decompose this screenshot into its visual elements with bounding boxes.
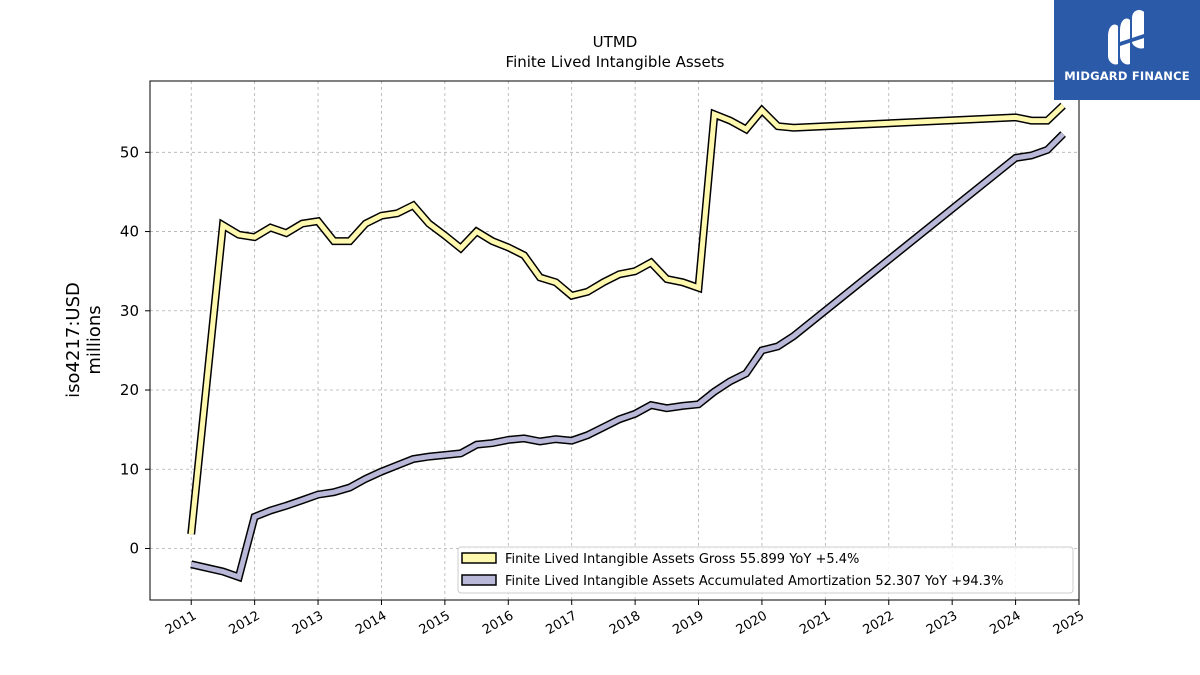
brand-name: MIDGARD FINANCE xyxy=(1064,69,1190,83)
brand-logo: MIDGARD FINANCE xyxy=(1054,0,1200,100)
gridlines xyxy=(150,81,1080,600)
series-lines xyxy=(187,102,1066,583)
series-1-line xyxy=(190,132,1065,581)
legend-label-0: Finite Lived Intangible Assets Gross 55.… xyxy=(505,552,859,567)
midgard-logo-icon xyxy=(1108,10,1144,65)
plot-frame xyxy=(149,80,1080,601)
x-axis-ticks: 2011 2012 2013 2014 2015 2016 2017 2018 2019 2020… xyxy=(163,600,1087,638)
x-tick-label: 2011 xyxy=(163,608,199,638)
x-tick-label: 2019 xyxy=(670,608,706,638)
legend-box xyxy=(457,546,1074,594)
legend-label-1: Finite Lived Intangible Assets Accumulat… xyxy=(505,574,1003,589)
y-tick-label: 20 xyxy=(120,381,139,399)
x-tick-label: 2016 xyxy=(480,608,516,638)
legend-swatch-0 xyxy=(461,552,497,564)
x-tick-label: 2023 xyxy=(924,608,960,638)
y-tick-label: 0 xyxy=(129,539,139,557)
x-tick-label: 2013 xyxy=(290,608,326,638)
x-tick-label: 2012 xyxy=(226,608,262,638)
y-tick-label: 10 xyxy=(120,460,139,478)
series-0-line xyxy=(188,103,1065,535)
x-tick-label: 2017 xyxy=(544,608,580,638)
y-axis-label: iso4217:USDmillions xyxy=(63,282,105,398)
chart-title: UTMD xyxy=(593,33,638,51)
x-tick-label: 2021 xyxy=(797,608,833,638)
x-tick-label: 2025 xyxy=(1051,608,1087,638)
x-tick-label: 2024 xyxy=(987,608,1023,638)
x-tick-label: 2018 xyxy=(607,608,643,638)
x-tick-label: 2022 xyxy=(861,608,897,638)
legend: Finite Lived Intangible Assets Gross 55.… xyxy=(457,546,1074,594)
chart-subtitle: Finite Lived Intangible Assets xyxy=(506,53,725,71)
y-axis-ticks: 0 10 20 30 40 50 xyxy=(120,143,150,557)
x-tick-label: 2020 xyxy=(734,608,770,638)
series-1-outline xyxy=(190,131,1066,583)
y-tick-label: 30 xyxy=(120,302,139,320)
legend-swatch-1 xyxy=(461,574,497,586)
series-0-outline xyxy=(187,102,1066,535)
x-tick-label: 2014 xyxy=(353,608,389,638)
x-tick-label: 2015 xyxy=(417,608,453,638)
y-tick-label: 40 xyxy=(120,223,139,241)
y-tick-label: 50 xyxy=(120,143,139,161)
